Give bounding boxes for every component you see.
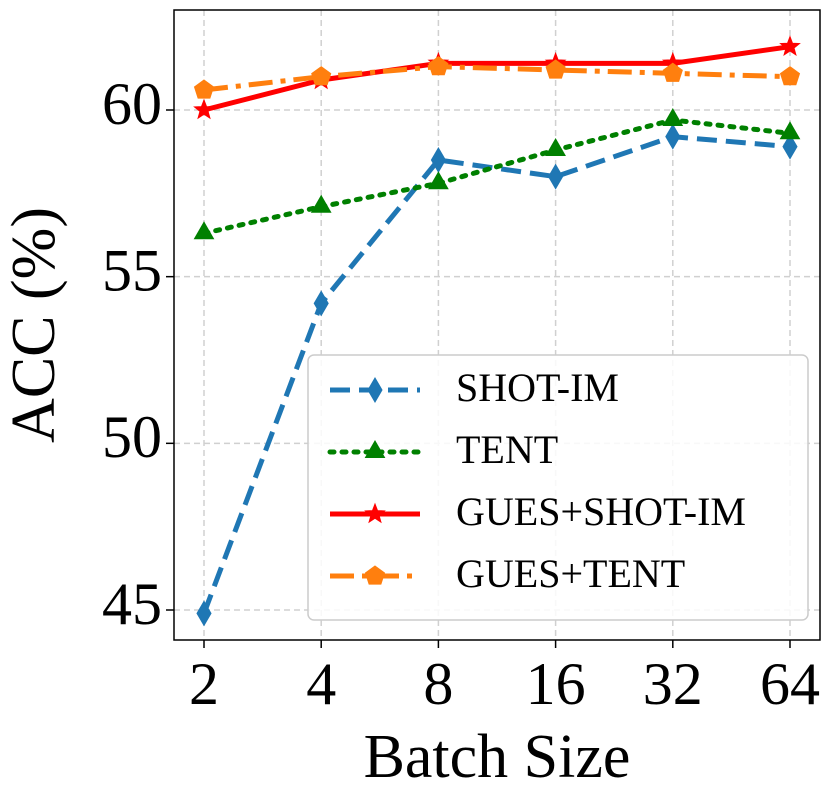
data-point: [310, 194, 332, 213]
x-tick-label: 8: [423, 651, 453, 717]
data-point: [779, 35, 801, 56]
x-tick-label: 64: [760, 651, 820, 717]
y-tick-label: 60: [102, 71, 162, 137]
data-point: [779, 66, 801, 86]
legend-marker: [364, 502, 386, 524]
data-point: [196, 600, 212, 627]
data-point: [548, 163, 564, 190]
x-tick-label: 2: [189, 651, 219, 717]
legend-box: [307, 354, 809, 621]
data-point: [311, 66, 332, 86]
data-point: [428, 56, 449, 76]
legend-text: TENT: [456, 427, 558, 472]
data-point: [782, 133, 798, 160]
legend-marker: [367, 377, 383, 403]
data-point: [665, 123, 681, 150]
legend-text: SHOT-IM: [456, 365, 619, 410]
y-axis-label: ACC (%): [0, 207, 68, 443]
legend: SHOT-IM TENT GUES+SHOT-IM GUES+TENT: [307, 354, 809, 621]
y-tick-label: 55: [102, 237, 162, 303]
legend-text: GUES+TENT: [456, 551, 685, 596]
x-tick-label: 16: [526, 651, 586, 717]
data-point: [662, 62, 683, 82]
y-tick-label: 45: [102, 571, 162, 637]
data-point: [545, 137, 566, 156]
data-point: [193, 79, 215, 99]
y-tick-label: 50: [102, 404, 162, 470]
x-axis-label: Batch Size: [364, 723, 631, 788]
data-point: [662, 107, 684, 126]
series-line: [203, 64, 791, 93]
x-tick-label: 4: [306, 651, 336, 717]
data-point: [313, 290, 329, 317]
data-point: [428, 171, 449, 190]
data-point: [193, 98, 215, 120]
legend-marker: [364, 565, 386, 585]
plot-frame: [173, 9, 821, 641]
series-line: [203, 44, 791, 113]
data-point: [545, 59, 566, 79]
series-line: [201, 134, 791, 615]
legend-marker: [364, 439, 386, 458]
series-line: [201, 117, 793, 236]
x-tick-label: 32: [643, 651, 703, 717]
data-point: [193, 221, 215, 240]
legend-text: GUES+SHOT-IM: [456, 489, 746, 534]
data-point: [779, 121, 801, 140]
